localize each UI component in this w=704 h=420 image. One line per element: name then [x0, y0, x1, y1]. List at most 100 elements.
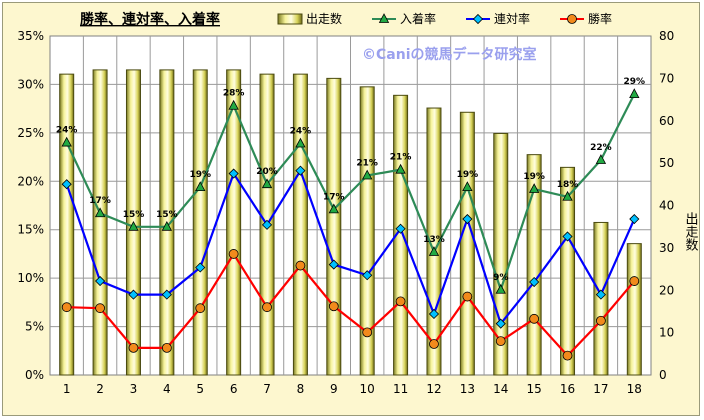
- data-point: [228, 99, 239, 110]
- x-tick-label: 5: [196, 382, 204, 396]
- data-point: [128, 342, 139, 353]
- data-point: [495, 283, 506, 294]
- data-label: 19%: [523, 172, 545, 182]
- data-label: 9%: [493, 273, 508, 283]
- data-point: [362, 169, 373, 180]
- legend-label: 連対率: [494, 11, 530, 26]
- data-label: 24%: [290, 127, 312, 137]
- data-label: 19%: [457, 170, 479, 180]
- bar: [560, 166, 576, 376]
- data-point: [362, 270, 373, 281]
- data-label: 19%: [189, 170, 211, 180]
- data-point: [595, 154, 607, 164]
- data-point: [462, 181, 473, 191]
- series-line: [65, 93, 636, 294]
- x-tick-label: 1: [63, 382, 71, 396]
- x-tick-label: 3: [130, 382, 138, 396]
- data-point: [495, 336, 506, 347]
- y-right-tick-label: 40: [659, 199, 674, 213]
- y-left-tick-label: 30%: [17, 77, 44, 91]
- data-point: [328, 301, 339, 312]
- y-right-tick-label: 20: [659, 283, 674, 297]
- data-point: [428, 246, 440, 256]
- data-point: [61, 136, 72, 147]
- data-point: [95, 275, 106, 287]
- data-point: [495, 318, 506, 329]
- data-point: [567, 14, 577, 24]
- bar: [59, 73, 75, 376]
- watermark: ©Caniの競馬データ研究室: [362, 46, 537, 63]
- data-point: [378, 13, 390, 23]
- data-label: 21%: [390, 153, 412, 163]
- y-right-tick-label: 60: [659, 114, 674, 128]
- x-tick-label: 17: [593, 382, 608, 396]
- data-point: [195, 181, 206, 191]
- data-label: 24%: [56, 126, 78, 136]
- y-right-tick-label: 0: [659, 368, 667, 382]
- x-tick-label: 2: [96, 382, 104, 396]
- data-point: [228, 168, 239, 179]
- data-point: [61, 179, 72, 190]
- data-label: 13%: [423, 235, 445, 245]
- data-label: 15%: [123, 210, 145, 220]
- data-point: [262, 302, 272, 313]
- bar: [292, 73, 308, 376]
- data-point: [161, 342, 172, 353]
- y-left-tick-label: 15%: [17, 223, 44, 237]
- data-point: [295, 137, 306, 148]
- line-series: [65, 93, 636, 358]
- data-labels: 24% 17% 15% 15% 19% 28% 20% 24% 17% 21% 21% 13% 19% 9…: [56, 77, 645, 283]
- data-point: [596, 315, 606, 326]
- y-left-tick-label: 0%: [25, 368, 44, 382]
- x-tick-label: 18: [627, 382, 642, 396]
- x-tick-label: 8: [297, 382, 305, 396]
- x-tick-label: 7: [263, 382, 271, 396]
- bar: [459, 111, 475, 376]
- x-tick-label: 9: [330, 382, 338, 396]
- legend-swatch: [277, 13, 303, 25]
- data-point: [328, 259, 339, 270]
- gridlines: [50, 36, 651, 375]
- chart-title: 勝率、連対率、入着率: [80, 11, 220, 28]
- data-point: [429, 339, 439, 349]
- data-label: 15%: [156, 210, 178, 220]
- data-point: [328, 203, 339, 214]
- data-point: [94, 207, 106, 218]
- data-label: 29%: [624, 77, 646, 87]
- y-left-tick-label: 10%: [17, 271, 44, 285]
- data-point: [61, 302, 72, 313]
- data-label: 17%: [89, 196, 111, 206]
- data-point: [529, 276, 540, 288]
- x-tick-label: 10: [360, 382, 375, 396]
- x-tick-label: 6: [230, 382, 238, 396]
- series-line: [66, 251, 636, 358]
- x-tick-label: 4: [163, 382, 171, 396]
- y-right-tick-label: 80: [659, 29, 674, 43]
- data-point: [529, 313, 540, 324]
- data-point: [295, 165, 306, 176]
- data-label: 21%: [356, 158, 378, 168]
- data-point: [395, 296, 406, 307]
- series-markers: [61, 88, 640, 361]
- axes: 0% 5% 10% 15% 20% 25% 30% 35% 0 10 20 30 40 50 60 70 80 1…: [17, 29, 674, 396]
- data-label: 20%: [256, 167, 278, 177]
- data-label: 28%: [223, 89, 245, 99]
- legend-label: 出走数: [306, 11, 342, 26]
- y-right-tick-label: 30: [659, 241, 674, 255]
- bar: [426, 107, 442, 376]
- data-point: [128, 289, 139, 300]
- legend: 出走数 入着率 連対率 勝率: [277, 11, 612, 26]
- y-left-tick-label: 20%: [17, 174, 44, 188]
- bar: [326, 77, 342, 376]
- x-tick-label: 12: [426, 382, 441, 396]
- bar: [626, 243, 642, 376]
- data-point: [395, 223, 406, 234]
- bar: [359, 86, 375, 376]
- data-point: [462, 213, 473, 225]
- data-point: [472, 13, 484, 25]
- data-point: [595, 289, 606, 300]
- y-right-tick-label: 70: [659, 71, 674, 85]
- data-label: 17%: [323, 192, 345, 202]
- x-tick-label: 16: [560, 382, 575, 396]
